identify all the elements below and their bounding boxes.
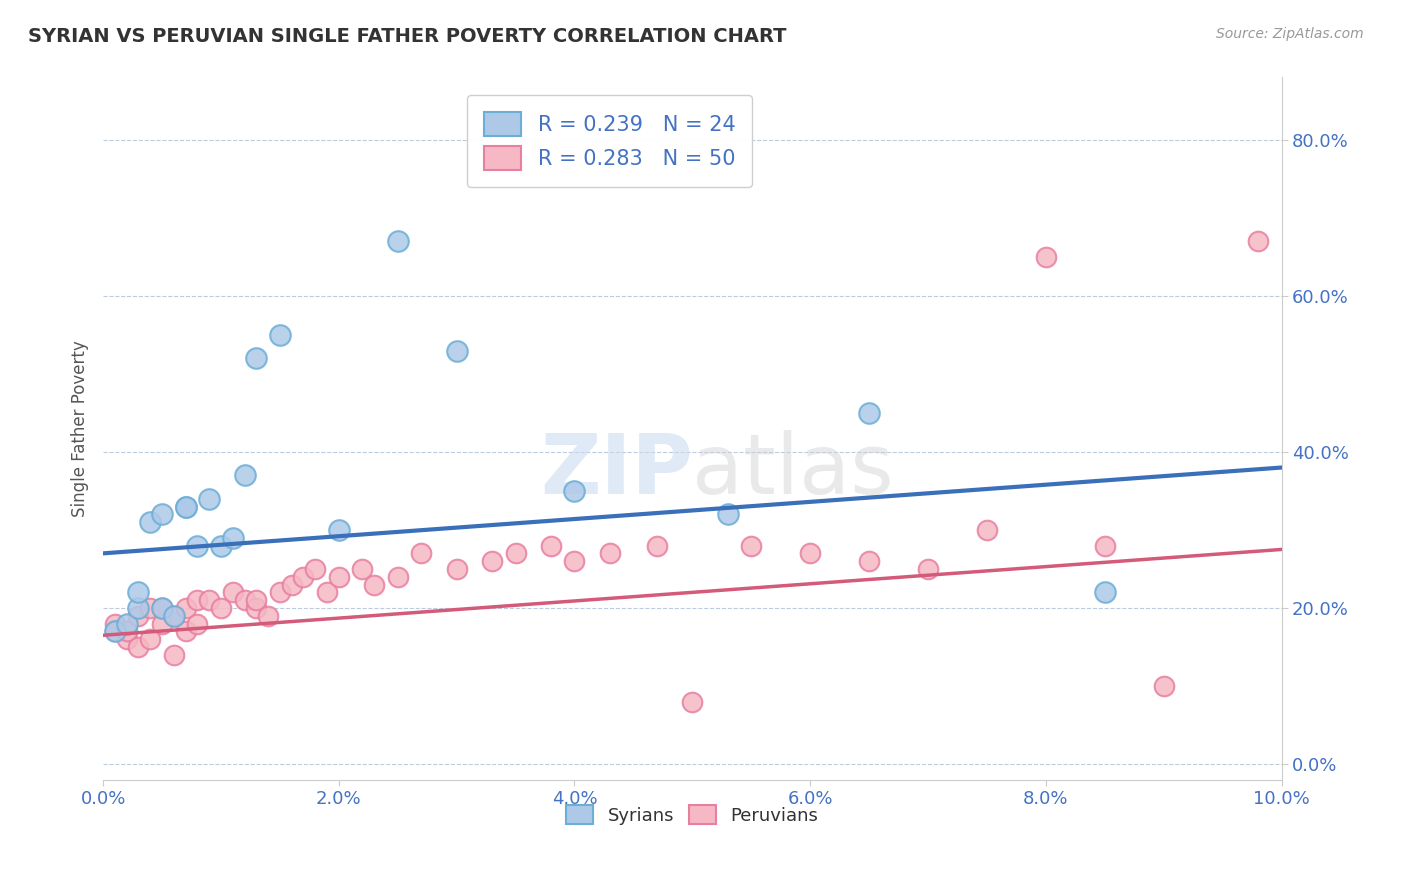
Point [139,515,162,529]
Point [245,351,267,366]
Point [304,562,326,576]
Point [681,695,703,709]
Point [740,539,762,553]
Point [198,491,221,506]
Point [150,601,173,615]
Point [163,608,186,623]
Point [858,406,880,420]
Point [222,585,245,599]
Point [127,608,149,623]
Point [269,327,291,342]
Point [1153,679,1175,693]
Point [1094,585,1116,599]
Point [104,624,127,639]
Point [198,593,221,607]
Point [446,562,468,576]
Point [163,608,186,623]
Point [174,601,197,615]
Point [127,585,149,599]
Point [599,546,621,560]
Point [115,616,138,631]
Point [233,593,256,607]
Point [411,546,433,560]
Point [328,523,350,537]
Point [976,523,998,537]
Point [186,593,208,607]
Point [292,570,315,584]
Point [328,570,350,584]
Point [115,624,138,639]
Point [174,624,197,639]
Text: SYRIAN VS PERUVIAN SINGLE FATHER POVERTY CORRELATION CHART: SYRIAN VS PERUVIAN SINGLE FATHER POVERTY… [28,27,786,45]
Point [280,577,302,591]
Point [186,616,208,631]
Point [717,508,740,522]
Point [799,546,821,560]
Point [139,601,162,615]
Text: ZIP: ZIP [540,430,692,511]
Point [163,648,186,662]
Point [363,577,385,591]
Point [352,562,374,576]
Point [233,468,256,483]
Point [186,539,208,553]
Y-axis label: Single Father Poverty: Single Father Poverty [72,340,89,516]
Text: Source: ZipAtlas.com: Source: ZipAtlas.com [1216,27,1364,41]
Text: atlas: atlas [692,430,894,511]
Point [387,570,409,584]
Point [257,608,280,623]
Point [316,585,339,599]
Point [245,601,267,615]
Point [174,500,197,514]
Point [139,632,162,647]
Point [150,508,173,522]
Point [104,624,127,639]
Point [446,343,468,358]
Point [150,616,173,631]
Point [209,601,232,615]
Point [387,234,409,248]
Point [1094,539,1116,553]
Legend: Syrians, Peruvians: Syrians, Peruvians [557,797,827,834]
Point [174,500,197,514]
Point [245,593,267,607]
Point [104,616,127,631]
Point [481,554,503,568]
Point [209,539,232,553]
Point [1247,234,1270,248]
Point [858,554,880,568]
Point [150,601,173,615]
Point [1035,250,1057,264]
Point [505,546,527,560]
Point [645,539,668,553]
Point [222,531,245,545]
Point [127,601,149,615]
Point [127,640,149,654]
Point [540,539,562,553]
Point [269,585,291,599]
Point [917,562,939,576]
Point [564,554,586,568]
Point [564,483,586,498]
Point [115,632,138,647]
